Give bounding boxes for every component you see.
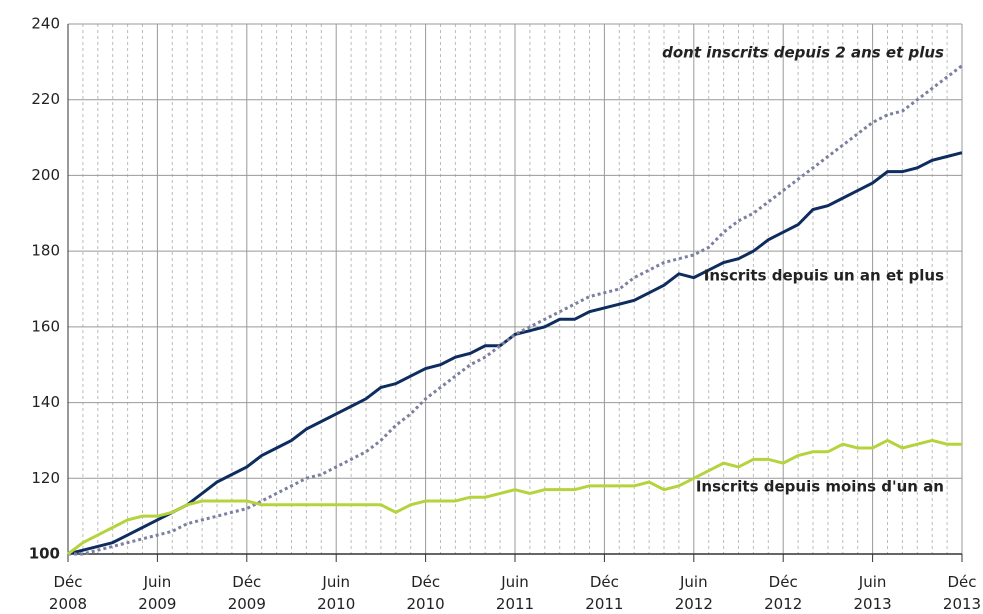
x-tick-label: Déc 2011	[585, 573, 623, 613]
y-tick-label: 140	[31, 393, 60, 411]
y-tick-label: 220	[31, 90, 60, 108]
x-tick-label-line: Juin	[679, 573, 708, 591]
x-tick-label-line: Juin	[321, 573, 350, 591]
x-tick-label: Déc 2010	[407, 573, 445, 613]
x-tick-label-line: 2013	[854, 595, 892, 613]
x-tick-label-line: 2010	[317, 595, 355, 613]
x-tick-label-line: 2009	[138, 595, 176, 613]
x-tick-label-line: Juin	[143, 573, 172, 591]
x-tick-label-line: Déc	[947, 573, 976, 591]
x-tick-label-line: Déc	[411, 573, 440, 591]
x-tick-label: Juin 2011	[496, 573, 534, 613]
x-tick-label-line: 2011	[585, 595, 623, 613]
x-tick-label-line: 2009	[228, 595, 266, 613]
x-tick-label: Juin 2010	[317, 573, 355, 613]
x-tick-label-line: Déc	[769, 573, 798, 591]
series-line	[67, 438, 962, 556]
x-tick-label-line: Déc	[590, 573, 619, 591]
x-tick-label: Juin 2009	[138, 573, 176, 613]
x-tick-label: Déc 2008	[49, 573, 87, 613]
series-label: Inscrits depuis un an et plus	[704, 267, 944, 285]
y-tick-label: 160	[31, 317, 60, 335]
series-label: dont inscrits depuis 2 ans et plus	[662, 44, 944, 62]
y-tick-label: 200	[31, 166, 60, 184]
series-line	[67, 151, 963, 556]
x-tick-label-line: 2012	[675, 595, 713, 613]
x-tick-label-line: Juin	[500, 573, 529, 591]
y-tick-label: 100	[29, 545, 60, 563]
y-tick-label: 240	[31, 15, 60, 33]
x-tick-label-line: 2010	[407, 595, 445, 613]
x-tick-label-line: Déc	[232, 573, 261, 591]
x-tick-label-line: Déc	[53, 573, 82, 591]
x-tick-label: Juin 2013	[854, 573, 892, 613]
series-label: Inscrits depuis moins d'un an	[696, 478, 944, 496]
x-tick-label: Déc 2009	[228, 573, 266, 613]
y-tick-label: 120	[31, 469, 60, 487]
x-tick-label-line: Juin	[858, 573, 887, 591]
x-tick-label-line: 2011	[496, 595, 534, 613]
x-tick-label: Déc 2013	[943, 573, 981, 613]
series-line	[68, 64, 963, 556]
x-tick-label: Déc 2012	[764, 573, 802, 613]
x-tick-label-line: 2012	[764, 595, 802, 613]
x-tick-label: Juin 2012	[675, 573, 713, 613]
x-tick-label-line: 2013	[943, 595, 981, 613]
x-tick-label-line: 2008	[49, 595, 87, 613]
y-tick-label: 180	[31, 242, 60, 260]
